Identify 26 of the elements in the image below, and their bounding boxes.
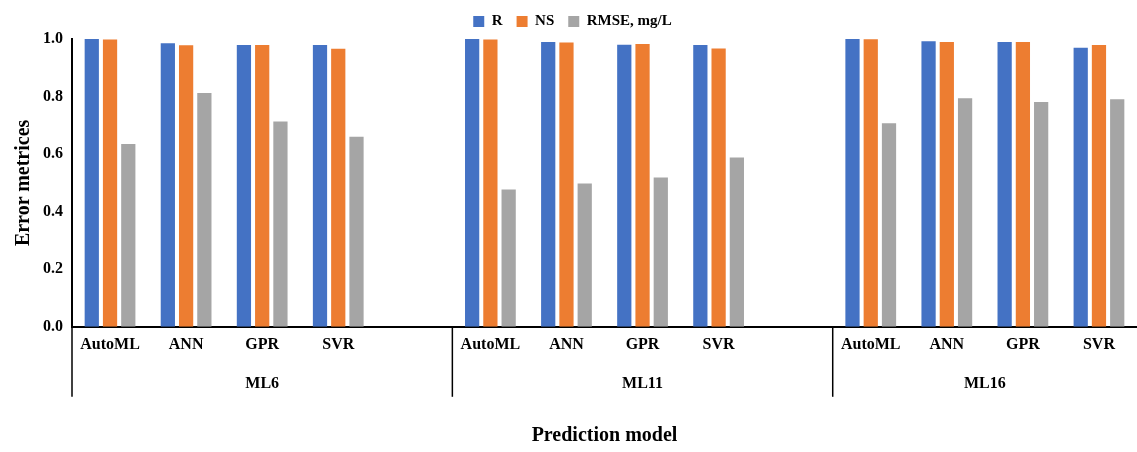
legend-label: NS	[535, 12, 555, 29]
x-tick-label: AutoML	[840, 334, 901, 352]
x-tick-label: GPR	[245, 334, 280, 352]
x-tick-label: ANN	[168, 334, 204, 352]
x-axis-title: Prediction model	[531, 423, 678, 446]
y-tick-label: 1.0	[43, 29, 63, 47]
y-tick-label: 0.6	[43, 144, 63, 162]
x-tick-label: ANN	[929, 334, 965, 352]
y-tick-label: 0.0	[43, 316, 63, 334]
text: ML16	[963, 373, 1006, 391]
y-tick-label: 0.4	[43, 201, 63, 219]
x-tick-label: AutoML	[460, 334, 521, 352]
x-tick-label: ANN	[549, 334, 585, 352]
x-tick-label: AutoML	[80, 334, 140, 352]
legend-label: R	[491, 12, 503, 29]
y-tick-label: 0.8	[43, 86, 63, 104]
x-tick-label: GPR	[1006, 334, 1041, 352]
legend-label: RMSE, mg/L	[586, 12, 672, 29]
y-tick-label: 0.2	[43, 259, 63, 277]
x-tick-label: GPR	[625, 334, 660, 352]
y-axis-title: Error metrices	[11, 119, 34, 247]
text: ML6	[245, 373, 280, 391]
x-tick-label: SVR	[702, 334, 736, 352]
x-tick-label: SVR	[322, 334, 355, 352]
text: ML11	[622, 373, 663, 391]
x-tick-label: SVR	[1082, 334, 1116, 352]
